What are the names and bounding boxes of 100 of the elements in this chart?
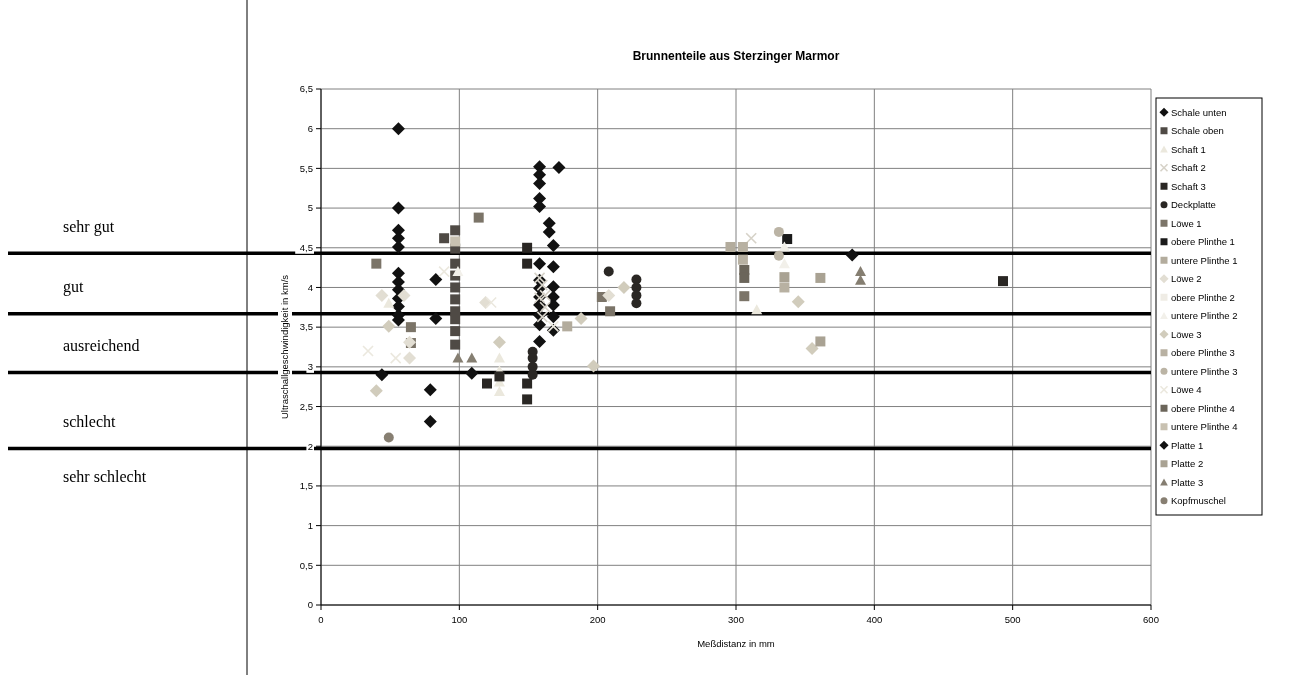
legend-label: Löwe 2 bbox=[1171, 273, 1202, 285]
point bbox=[533, 318, 547, 332]
legend-label: Löwe 1 bbox=[1171, 217, 1202, 229]
legend-label: Deckplatte bbox=[1171, 199, 1216, 211]
y-tick-label: 1,5 bbox=[299, 480, 313, 492]
point bbox=[439, 233, 450, 244]
point bbox=[371, 258, 382, 269]
point bbox=[389, 352, 402, 364]
legend-label: untere Plinthe 3 bbox=[1171, 365, 1238, 377]
legend-label: Platte 2 bbox=[1171, 458, 1204, 470]
legend-label: Schale oben bbox=[1171, 125, 1224, 137]
y-tick-label: 6,5 bbox=[299, 83, 313, 95]
point bbox=[791, 295, 805, 309]
point bbox=[562, 321, 573, 332]
point bbox=[533, 168, 547, 182]
point bbox=[855, 266, 866, 277]
x-tick-label: 100 bbox=[451, 614, 468, 625]
x-tick-label: 600 bbox=[1143, 614, 1159, 625]
point bbox=[778, 241, 790, 252]
point bbox=[375, 288, 389, 302]
x-tick-label: 500 bbox=[1004, 614, 1021, 625]
legend-label: untere Plinthe 4 bbox=[1171, 421, 1238, 433]
point bbox=[391, 201, 405, 215]
point bbox=[522, 378, 533, 389]
x-tick-label: 200 bbox=[589, 614, 606, 625]
point bbox=[845, 248, 859, 262]
y-tick-label: 2 bbox=[307, 440, 313, 452]
point bbox=[397, 288, 411, 302]
point bbox=[450, 236, 461, 247]
y-tick-label: 0,5 bbox=[299, 559, 313, 571]
point bbox=[815, 272, 826, 283]
point bbox=[739, 272, 750, 283]
ref-line-label: schlecht bbox=[63, 413, 116, 431]
y-tick-label: 5,5 bbox=[299, 162, 313, 174]
point bbox=[773, 250, 784, 261]
point bbox=[473, 212, 484, 223]
point bbox=[546, 310, 560, 324]
point bbox=[452, 266, 464, 277]
point bbox=[739, 291, 750, 302]
y-tick-label: 2,5 bbox=[299, 400, 313, 412]
legend-label: Schaft 3 bbox=[1171, 180, 1206, 192]
point bbox=[725, 241, 736, 252]
point bbox=[547, 320, 560, 333]
y-tick-label: 6 bbox=[307, 123, 313, 135]
point bbox=[450, 225, 461, 236]
y-axis-title: Ultraschallgeschwindigkeit in km/s bbox=[279, 274, 291, 420]
point bbox=[391, 240, 405, 254]
point bbox=[527, 353, 538, 364]
point bbox=[423, 383, 437, 397]
legend-label: Kopfmuschel bbox=[1171, 495, 1226, 507]
point bbox=[779, 272, 790, 283]
point bbox=[542, 225, 556, 239]
point bbox=[383, 297, 395, 308]
y-tick-label: 3 bbox=[307, 361, 313, 373]
legend-label: obere Plinthe 2 bbox=[1171, 291, 1235, 303]
y-tick-label: 3,5 bbox=[299, 321, 313, 333]
point bbox=[605, 306, 616, 317]
point bbox=[778, 258, 790, 269]
point bbox=[574, 311, 588, 325]
point bbox=[450, 339, 461, 350]
point bbox=[552, 161, 566, 175]
point bbox=[466, 352, 478, 363]
point bbox=[465, 366, 479, 380]
y-tick-label: 5 bbox=[307, 202, 313, 214]
point bbox=[533, 334, 547, 348]
legend-label: obere Plinthe 4 bbox=[1171, 402, 1235, 414]
point bbox=[546, 260, 560, 274]
point bbox=[493, 352, 505, 363]
point bbox=[779, 282, 790, 293]
point bbox=[546, 280, 560, 294]
x-tick-label: 0 bbox=[318, 614, 324, 625]
legend-label: untere Plinthe 2 bbox=[1171, 310, 1238, 322]
legend-label: Platte 3 bbox=[1171, 476, 1204, 488]
legend-label: Löwe 4 bbox=[1171, 384, 1202, 396]
point bbox=[522, 258, 533, 269]
y-tick-label: 1 bbox=[307, 519, 313, 531]
point bbox=[362, 345, 374, 357]
x-tick-label: 400 bbox=[866, 614, 883, 625]
legend-label: Schaft 2 bbox=[1171, 162, 1206, 174]
legend-label: obere Plinthe 3 bbox=[1171, 347, 1235, 359]
ref-line-label: gut bbox=[63, 278, 84, 297]
point bbox=[403, 351, 417, 365]
point bbox=[737, 241, 748, 252]
legend-label: untere Plinthe 1 bbox=[1171, 254, 1238, 266]
point bbox=[429, 311, 443, 325]
point bbox=[745, 232, 758, 245]
point bbox=[391, 122, 405, 136]
point bbox=[533, 257, 547, 271]
point bbox=[369, 384, 383, 398]
point bbox=[805, 342, 819, 356]
point bbox=[492, 335, 506, 349]
x-axis-title: Meßdistanz in mm bbox=[697, 638, 775, 649]
point bbox=[494, 371, 505, 382]
legend-label: obere Plinthe 1 bbox=[1171, 236, 1235, 248]
ref-line-label: ausreichend bbox=[63, 337, 140, 354]
point bbox=[450, 294, 461, 305]
point bbox=[997, 276, 1008, 287]
point bbox=[429, 273, 443, 287]
legend-label: Löwe 3 bbox=[1171, 328, 1202, 340]
point bbox=[782, 234, 793, 245]
